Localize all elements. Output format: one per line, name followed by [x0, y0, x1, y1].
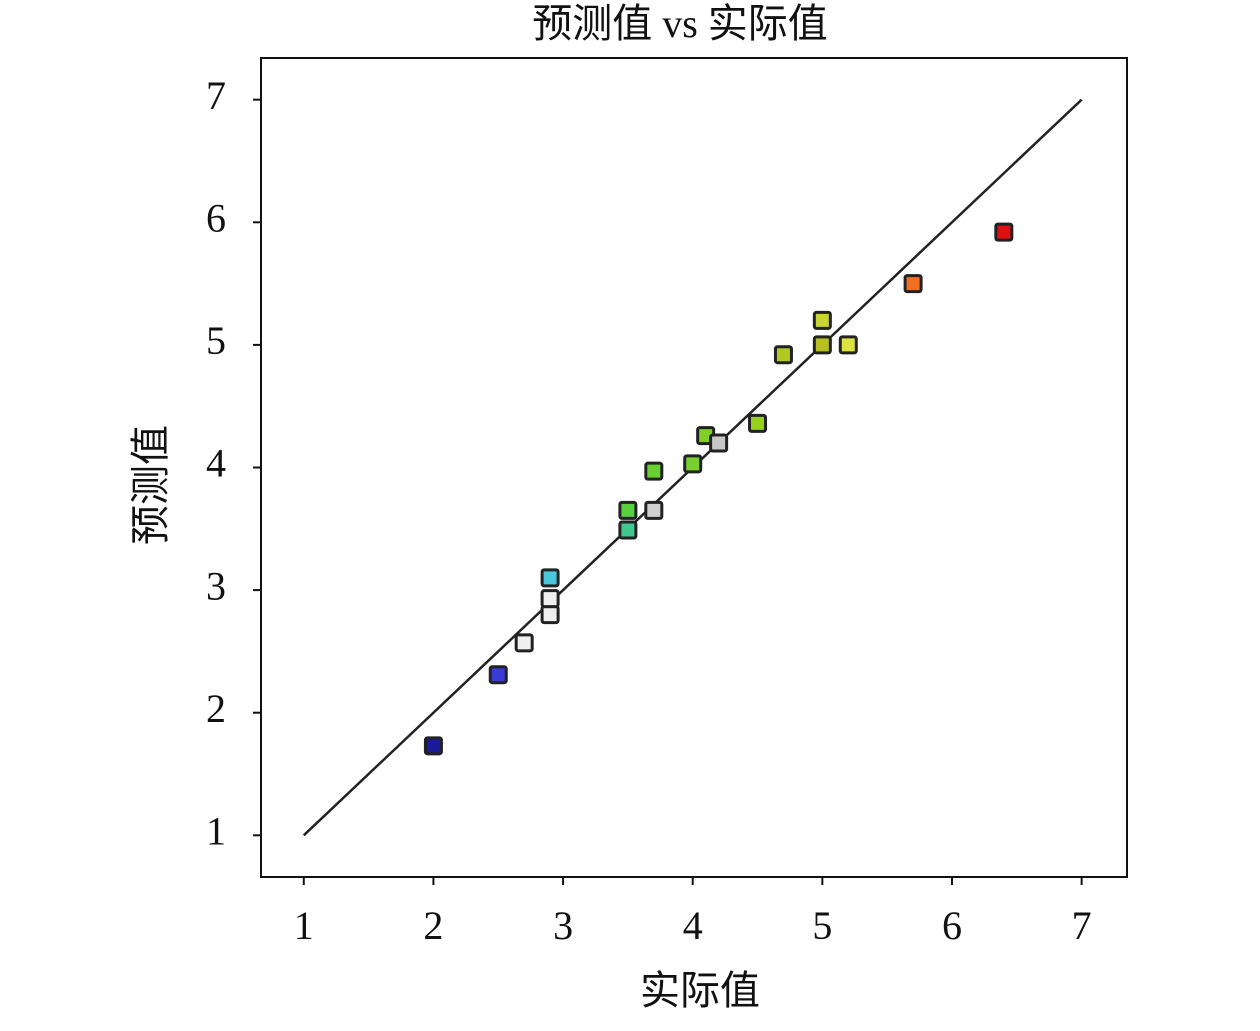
point — [618, 520, 638, 540]
y-tick-label: 7 — [206, 73, 226, 118]
point — [540, 605, 560, 625]
point — [423, 736, 443, 756]
y-tick-label: 6 — [206, 195, 226, 240]
point — [709, 433, 729, 453]
point — [838, 335, 858, 355]
point — [903, 274, 923, 294]
point — [812, 310, 832, 330]
x-tick-label: 2 — [423, 903, 443, 948]
x-tick-label: 7 — [1072, 903, 1092, 948]
point — [540, 589, 560, 609]
y-tick-label: 3 — [206, 563, 226, 608]
chart-title: 预测值 vs 实际值 — [532, 1, 828, 46]
point — [773, 345, 793, 365]
point — [644, 461, 664, 481]
y-axis-label: 预测值 — [128, 425, 173, 545]
point — [540, 568, 560, 588]
point — [488, 665, 508, 685]
x-tick-label: 1 — [294, 903, 314, 948]
point — [748, 413, 768, 433]
y-tick-label: 2 — [206, 686, 226, 731]
x-tick-label: 3 — [553, 903, 573, 948]
x-tick-label: 4 — [683, 903, 703, 948]
y-tick-label: 1 — [206, 808, 226, 853]
point — [618, 500, 638, 520]
x-tick-label: 5 — [812, 903, 832, 948]
point — [812, 335, 832, 355]
x-axis-label: 实际值 — [640, 968, 760, 1013]
point — [644, 500, 664, 520]
x-tick-label: 6 — [942, 903, 962, 948]
point — [683, 454, 703, 474]
point — [994, 222, 1014, 242]
y-tick-label: 4 — [206, 441, 226, 486]
y-tick-label: 5 — [206, 318, 226, 363]
point — [514, 633, 534, 653]
